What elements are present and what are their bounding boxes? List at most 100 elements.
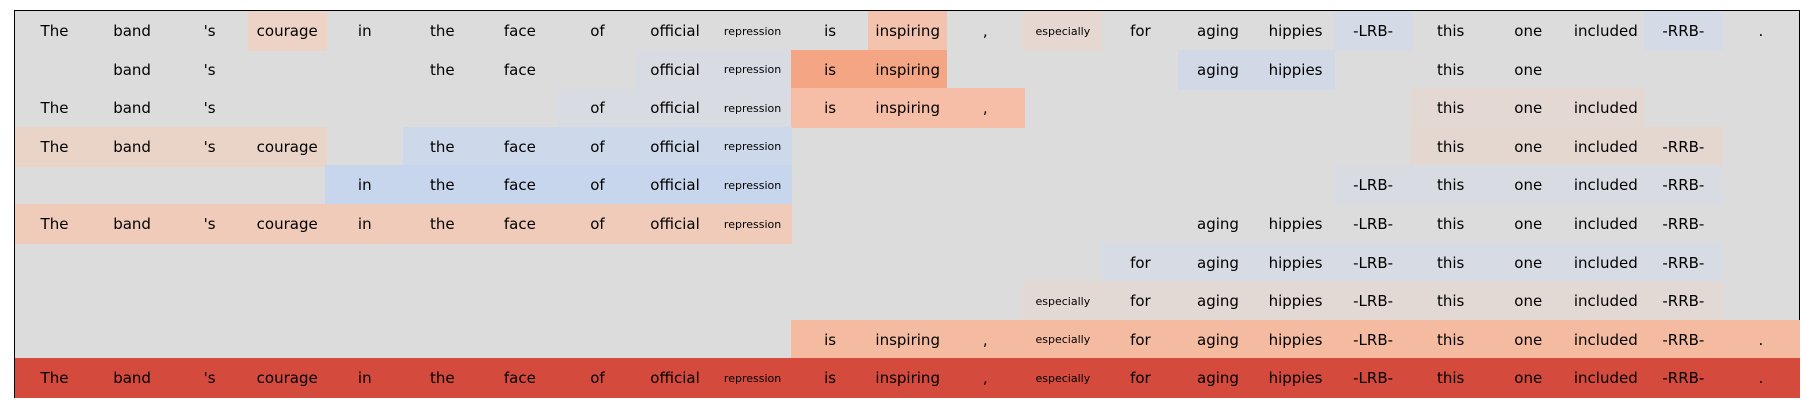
token-cell: repression — [713, 49, 793, 90]
token-cell: official — [635, 88, 715, 129]
token-cell: aging — [1178, 319, 1258, 360]
token-cell: included — [1566, 319, 1646, 360]
token-cell: aging — [1178, 281, 1258, 322]
token-cell: band — [92, 126, 172, 167]
token-cell: of — [557, 126, 637, 167]
token-cell: courage — [247, 126, 327, 167]
token-cell: one — [1514, 60, 1543, 79]
token-cell: -LRB- — [1333, 319, 1413, 360]
token-cell: The — [15, 204, 94, 244]
token-cell: of — [590, 22, 605, 40]
token-cell: this — [1411, 126, 1491, 167]
token-cell: band — [113, 60, 151, 79]
token-cell: -LRB- — [1333, 281, 1413, 322]
token-cell: inspiring — [868, 49, 948, 90]
token-cell: The — [40, 22, 69, 40]
token-cell: this — [1436, 60, 1465, 79]
token-cell: in — [325, 358, 405, 399]
token-cell: included — [1566, 358, 1646, 399]
token-cell: -RRB- — [1643, 319, 1723, 360]
token-cell: included — [1573, 22, 1638, 40]
token-cell: -LRB- — [1353, 215, 1394, 233]
token-cell: for — [1100, 358, 1180, 399]
token-cell: band — [113, 22, 151, 40]
token-cell: The — [15, 126, 94, 167]
token-cell: official — [635, 126, 715, 167]
token-cell: repression — [713, 165, 793, 206]
token-cell: repression — [713, 88, 793, 129]
token-cell: one — [1514, 215, 1543, 233]
token-cell: -RRB- — [1643, 242, 1723, 283]
token-cell: this — [1411, 242, 1491, 283]
token-cell: 's — [203, 22, 216, 40]
token-cell: hippies — [1256, 319, 1336, 360]
token-cell: hippies — [1268, 215, 1323, 233]
token-cell: band — [113, 99, 151, 118]
token-cell: this — [1436, 215, 1465, 233]
token-cell: the — [430, 22, 455, 40]
token-cell: . — [1721, 358, 1801, 399]
token-cell: band — [92, 358, 172, 399]
token-cell: -RRB- — [1643, 358, 1723, 399]
token-cell: official — [635, 358, 715, 399]
token-cell: band — [92, 204, 172, 244]
token-cell: the — [402, 126, 482, 167]
token-cell: included — [1566, 165, 1646, 206]
token-cell: 's — [203, 99, 216, 118]
token-cell: in — [357, 22, 372, 40]
token-cell: one — [1488, 358, 1568, 399]
token-cell: inspiring — [868, 11, 948, 51]
token-cell: this — [1411, 281, 1491, 322]
token-cell: face — [480, 165, 560, 206]
token-cell: -LRB- — [1333, 165, 1413, 206]
token-cell: courage — [247, 358, 327, 399]
token-cell: inspiring — [868, 88, 948, 129]
token-cell: . — [1758, 22, 1764, 40]
token-cell: of — [557, 88, 637, 129]
token-cell: is — [824, 22, 837, 40]
token-cell: the — [430, 60, 455, 79]
token-cell: inspiring — [868, 319, 948, 360]
token-cell: for — [1100, 281, 1180, 322]
token-cell: one — [1488, 165, 1568, 206]
token-cell: 's — [170, 358, 250, 399]
token-cell: , — [945, 88, 1025, 129]
token-cell: hippies — [1256, 358, 1336, 399]
token-cell: for — [1100, 319, 1180, 360]
token-cell: for — [1130, 22, 1151, 40]
token-cell: included — [1566, 281, 1646, 322]
token-cell: of — [557, 165, 637, 206]
token-cell: . — [1721, 319, 1801, 360]
token-cell: , — [945, 319, 1025, 360]
token-cell: official — [635, 165, 715, 206]
token-cell: this — [1411, 88, 1491, 129]
token-cell: included — [1566, 242, 1646, 283]
token-cell: repression — [713, 126, 793, 167]
token-cell: repression — [723, 24, 782, 38]
token-cell: face — [503, 22, 536, 40]
token-cell: -RRB- — [1643, 165, 1723, 206]
token-cell: aging — [1178, 242, 1258, 283]
token-cell: one — [1488, 242, 1568, 283]
token-cell: courage — [247, 11, 327, 51]
token-cell: this — [1411, 165, 1491, 206]
token-cell: the — [402, 165, 482, 206]
token-cell: this — [1411, 358, 1491, 399]
token-cell: face — [503, 60, 536, 79]
token-cell: one — [1488, 281, 1568, 322]
token-cell: hippies — [1268, 22, 1323, 40]
token-cell: this — [1411, 319, 1491, 360]
token-cell: the — [402, 358, 482, 399]
token-cell: hippies — [1256, 242, 1336, 283]
token-cell: this — [1436, 22, 1465, 40]
token-cell: , — [945, 358, 1025, 399]
token-cell: is — [790, 88, 870, 129]
token-cell: included — [1566, 126, 1646, 167]
token-cell: aging — [1178, 49, 1258, 90]
token-cell: of — [557, 204, 637, 244]
token-cell: repression — [713, 204, 793, 244]
token-cell: is — [790, 319, 870, 360]
token-cell: one — [1514, 22, 1543, 40]
token-heatmap-grid: The band's courage in the face of official repre… — [14, 10, 1801, 399]
token-cell: face — [480, 126, 560, 167]
